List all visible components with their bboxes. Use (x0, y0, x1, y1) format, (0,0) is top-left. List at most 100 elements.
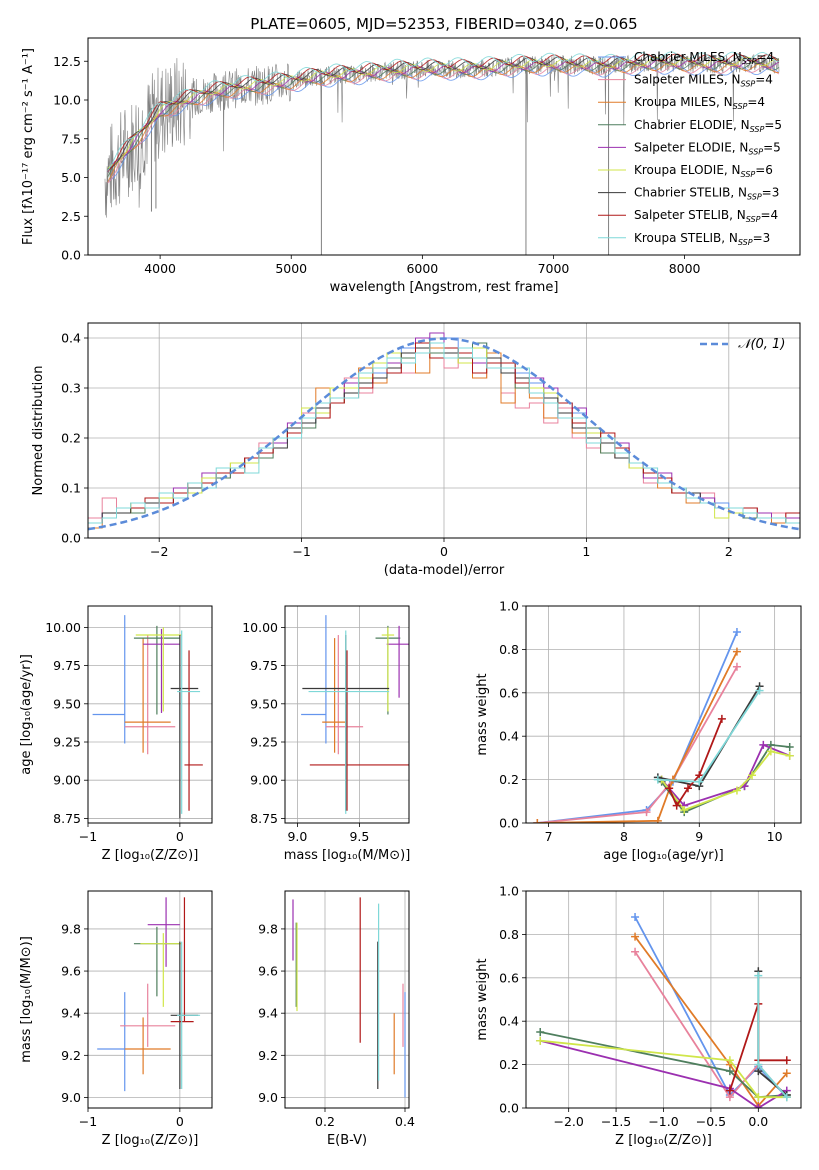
x-tick-label: 9 (695, 829, 703, 844)
y-tick-label: 9.6 (258, 964, 278, 979)
y-tick-label: 2.5 (61, 209, 81, 224)
x-tick-label: 0.2 (315, 1114, 335, 1129)
legend-label-suffix: =6 (755, 163, 773, 177)
legend-label-sub: SSP (733, 102, 748, 111)
y-axis-label: mass weight (475, 673, 490, 755)
y-tick-label: 10.00 (242, 620, 278, 635)
grid-lines (526, 890, 801, 1109)
legend-label-text: Salpeter STELIB, N (634, 208, 746, 222)
x-tick-label: −1 (79, 829, 97, 844)
x-tick-label: 0 (440, 544, 448, 559)
y-tick-label: 9.6 (61, 964, 81, 979)
axes-frame (284, 605, 410, 824)
legend-label-sub: SSP (741, 80, 756, 89)
series-point-kroupa-miles (732, 647, 741, 656)
legend-label-sub: SSP (747, 193, 762, 202)
legend-label-suffix: =3 (753, 231, 771, 245)
series-point-kroupa-stelib (754, 971, 763, 980)
series-line-kroupa-elodie (540, 1039, 787, 1099)
plot-area (92, 615, 203, 819)
x-axis-label: Z [log₁₀(Z/Z⊙)] (615, 1133, 712, 1148)
normal-legend-label: 𝒩(0, 1) (738, 337, 785, 352)
series-point-kroupa-stelib (695, 777, 704, 786)
series-point-kroupa-stelib (754, 1060, 763, 1069)
legend-label-text: Kroupa STELIB, N (634, 231, 738, 245)
y-tick-label: 0.8 (499, 642, 519, 657)
axes-frame (525, 890, 802, 1109)
x-tick-label: 6000 (406, 261, 438, 276)
series-point-kroupa-elodie (748, 771, 757, 780)
y-tick-label: 0.8 (499, 927, 519, 942)
y-tick-label: 0.0 (61, 531, 81, 546)
x-tick-label: 7000 (538, 261, 570, 276)
x-axis-label: (data-model)/error (384, 563, 505, 578)
series-point-kroupa-stelib (755, 686, 764, 695)
y-tick-label: 0.4 (61, 331, 81, 346)
x-tick-label: −1.0 (648, 1114, 678, 1129)
y-tick-label: 0.1 (61, 481, 81, 496)
observed-spectrum (104, 54, 780, 218)
y-tick-label: 0.6 (499, 685, 519, 700)
legend-label-suffix: =3 (762, 186, 780, 200)
legend-label: Chabrier MILES, NSSP=4 (634, 50, 774, 66)
series-line-kroupa-miles (537, 651, 738, 823)
legend-label-suffix: =4 (756, 50, 774, 64)
x-tick-label: −1.5 (601, 1114, 631, 1129)
y-axis-label: mass weight (475, 958, 490, 1040)
y-tick-label: 1.0 (499, 884, 519, 899)
x-tick-label: 2 (725, 544, 733, 559)
legend-label: Salpeter STELIB, NSSP=4 (634, 208, 778, 224)
y-tick-label: 9.25 (250, 735, 278, 750)
y-axis-label: age [log₁₀(age/yr)] (19, 654, 34, 775)
y-tick-label: 9.50 (250, 696, 278, 711)
y-tick-label: 9.0 (61, 1090, 81, 1105)
legend-label: Chabrier ELODIE, NSSP=5 (634, 118, 782, 134)
axes-frame (87, 37, 801, 256)
y-tick-label: 1.0 (499, 599, 519, 614)
series-point-salpeter-miles (631, 947, 640, 956)
plot-area (97, 897, 201, 1092)
x-axis-label: Z [log₁₀(Z/Z⊙)] (102, 848, 199, 863)
legend-label: Kroupa ELODIE, NSSP=6 (634, 163, 773, 179)
y-tick-label: 0.2 (499, 1057, 519, 1072)
y-tick-label: 9.00 (53, 773, 81, 788)
grid-lines (87, 891, 212, 1108)
x-axis-label: age [log₁₀(age/yr)] (603, 848, 724, 863)
legend-label-sub: SSP (741, 170, 756, 179)
x-tick-label: −2.0 (553, 1114, 583, 1129)
model-fit-chabrier-stelib (107, 55, 780, 170)
y-tick-label: 7.5 (61, 131, 81, 146)
x-tick-label: 4000 (144, 261, 176, 276)
series-line-chabrier-stelib (757, 971, 788, 1096)
y-tick-label: 9.50 (53, 696, 81, 711)
legend-label-suffix: =5 (764, 118, 782, 132)
plot-area (88, 332, 800, 531)
y-tick-label: 0.4 (499, 1014, 519, 1029)
series-point-salpeter-stelib (683, 784, 692, 793)
y-tick-label: 8.75 (53, 811, 81, 826)
y-tick-label: 0.0 (61, 248, 81, 263)
x-tick-label: 0 (176, 829, 184, 844)
series-point-salpeter-stelib (665, 784, 674, 793)
chart-weight_vs_age: 7 8 9 10 0.0 0.2 0.4 0.6 0.8 1.0 age [log₁₀(age/yr… (475, 599, 802, 863)
series-point-kroupa-elodie (766, 747, 775, 756)
y-tick-label: 0.4 (499, 729, 519, 744)
y-axis-label: Normed distribution (31, 366, 46, 496)
legend-label-suffix: =4 (755, 73, 773, 87)
x-axis-label: Z [log₁₀(Z/Z⊙)] (102, 1133, 199, 1148)
y-tick-label: 0.2 (499, 772, 519, 787)
x-axis-label: wavelength [Angstrom, rest frame] (330, 280, 559, 295)
y-tick-label: 12.5 (53, 54, 81, 69)
series-point-chabrier-elodie (536, 1028, 545, 1037)
x-tick-label: 9.5 (349, 829, 369, 844)
series-point-kroupa-miles (533, 819, 542, 823)
y-tick-label: 10.0 (53, 93, 81, 108)
series-point-salpeter-elodie (754, 1104, 763, 1108)
x-tick-label: 8000 (669, 261, 701, 276)
plot-area (533, 628, 794, 823)
x-tick-label: 0 (176, 1114, 184, 1129)
series-point-kroupa-elodie (725, 1056, 734, 1065)
series-point-kroupa-stelib (782, 1093, 791, 1102)
plot-area (104, 51, 780, 255)
